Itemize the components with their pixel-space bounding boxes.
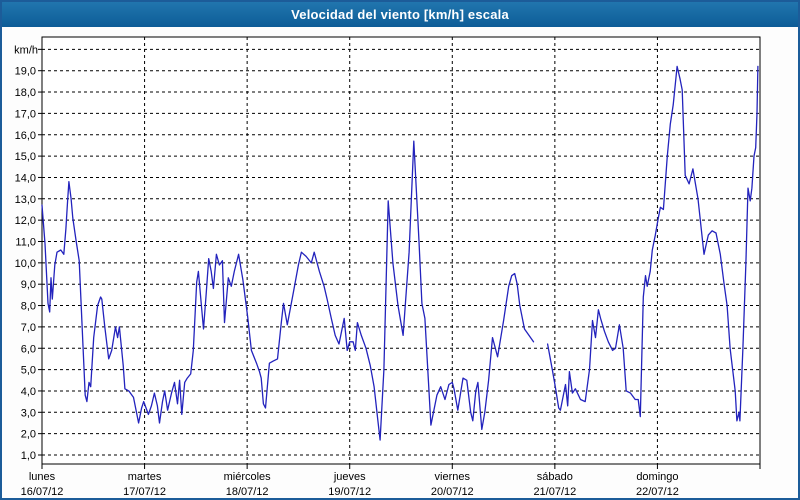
x-date-label: 17/07/12 bbox=[123, 486, 166, 498]
y-tick-label: 8,0 bbox=[21, 301, 36, 313]
y-tick-label: 15,0 bbox=[15, 151, 36, 163]
x-day-label: miércoles bbox=[224, 471, 272, 483]
x-day-label: domingo bbox=[636, 471, 678, 483]
x-date-label: 22/07/12 bbox=[636, 486, 679, 498]
y-tick-label: 19,0 bbox=[15, 66, 36, 78]
y-tick-label: 9,0 bbox=[21, 279, 36, 291]
x-date-label: 18/07/12 bbox=[226, 486, 269, 498]
y-tick-label: 7,0 bbox=[21, 322, 36, 334]
y-tick-label: 17,0 bbox=[15, 108, 36, 120]
y-tick-label: 2,0 bbox=[21, 429, 36, 441]
x-date-label: 19/07/12 bbox=[328, 486, 371, 498]
x-date-label: 16/07/12 bbox=[21, 486, 64, 498]
y-tick-label: 13,0 bbox=[15, 194, 36, 206]
y-tick-label: 1,0 bbox=[21, 450, 36, 462]
x-day-label: lunes bbox=[29, 471, 56, 483]
y-tick-label: 14,0 bbox=[15, 172, 36, 184]
x-day-label: viernes bbox=[435, 471, 471, 483]
y-tick-label: 6,0 bbox=[21, 343, 36, 355]
x-date-label: 20/07/12 bbox=[431, 486, 474, 498]
y-axis-unit-label: km/h bbox=[14, 44, 38, 56]
y-tick-label: 11,0 bbox=[15, 237, 36, 249]
chart-title: Velocidad del viento [km/h] escala bbox=[291, 7, 509, 22]
plot-border bbox=[41, 36, 761, 465]
x-day-label: martes bbox=[128, 471, 162, 483]
y-tick-label: 18,0 bbox=[15, 87, 36, 99]
y-tick-label: 5,0 bbox=[21, 365, 36, 377]
wind-speed-chart: 1,0 2,0 3,0 4,0 5,0 6,0 7,0 8,0 9,0 10,0 11,0 12,0 1… bbox=[14, 36, 761, 498]
wind-speed-line bbox=[41, 140, 535, 441]
title-bar: Velocidad del viento [km/h] escala bbox=[2, 2, 798, 27]
y-tick-label: 10,0 bbox=[15, 258, 36, 270]
x-date-label: 21/07/12 bbox=[533, 486, 576, 498]
x-day-label: sábado bbox=[537, 471, 573, 483]
y-tick-label: 16,0 bbox=[15, 130, 36, 142]
x-day-label: jueves bbox=[333, 471, 366, 483]
y-tick-label: 4,0 bbox=[21, 386, 36, 398]
y-tick-label: 12,0 bbox=[15, 215, 36, 227]
y-tick-label: 3,0 bbox=[21, 407, 36, 419]
wind-speed-line bbox=[546, 65, 759, 422]
